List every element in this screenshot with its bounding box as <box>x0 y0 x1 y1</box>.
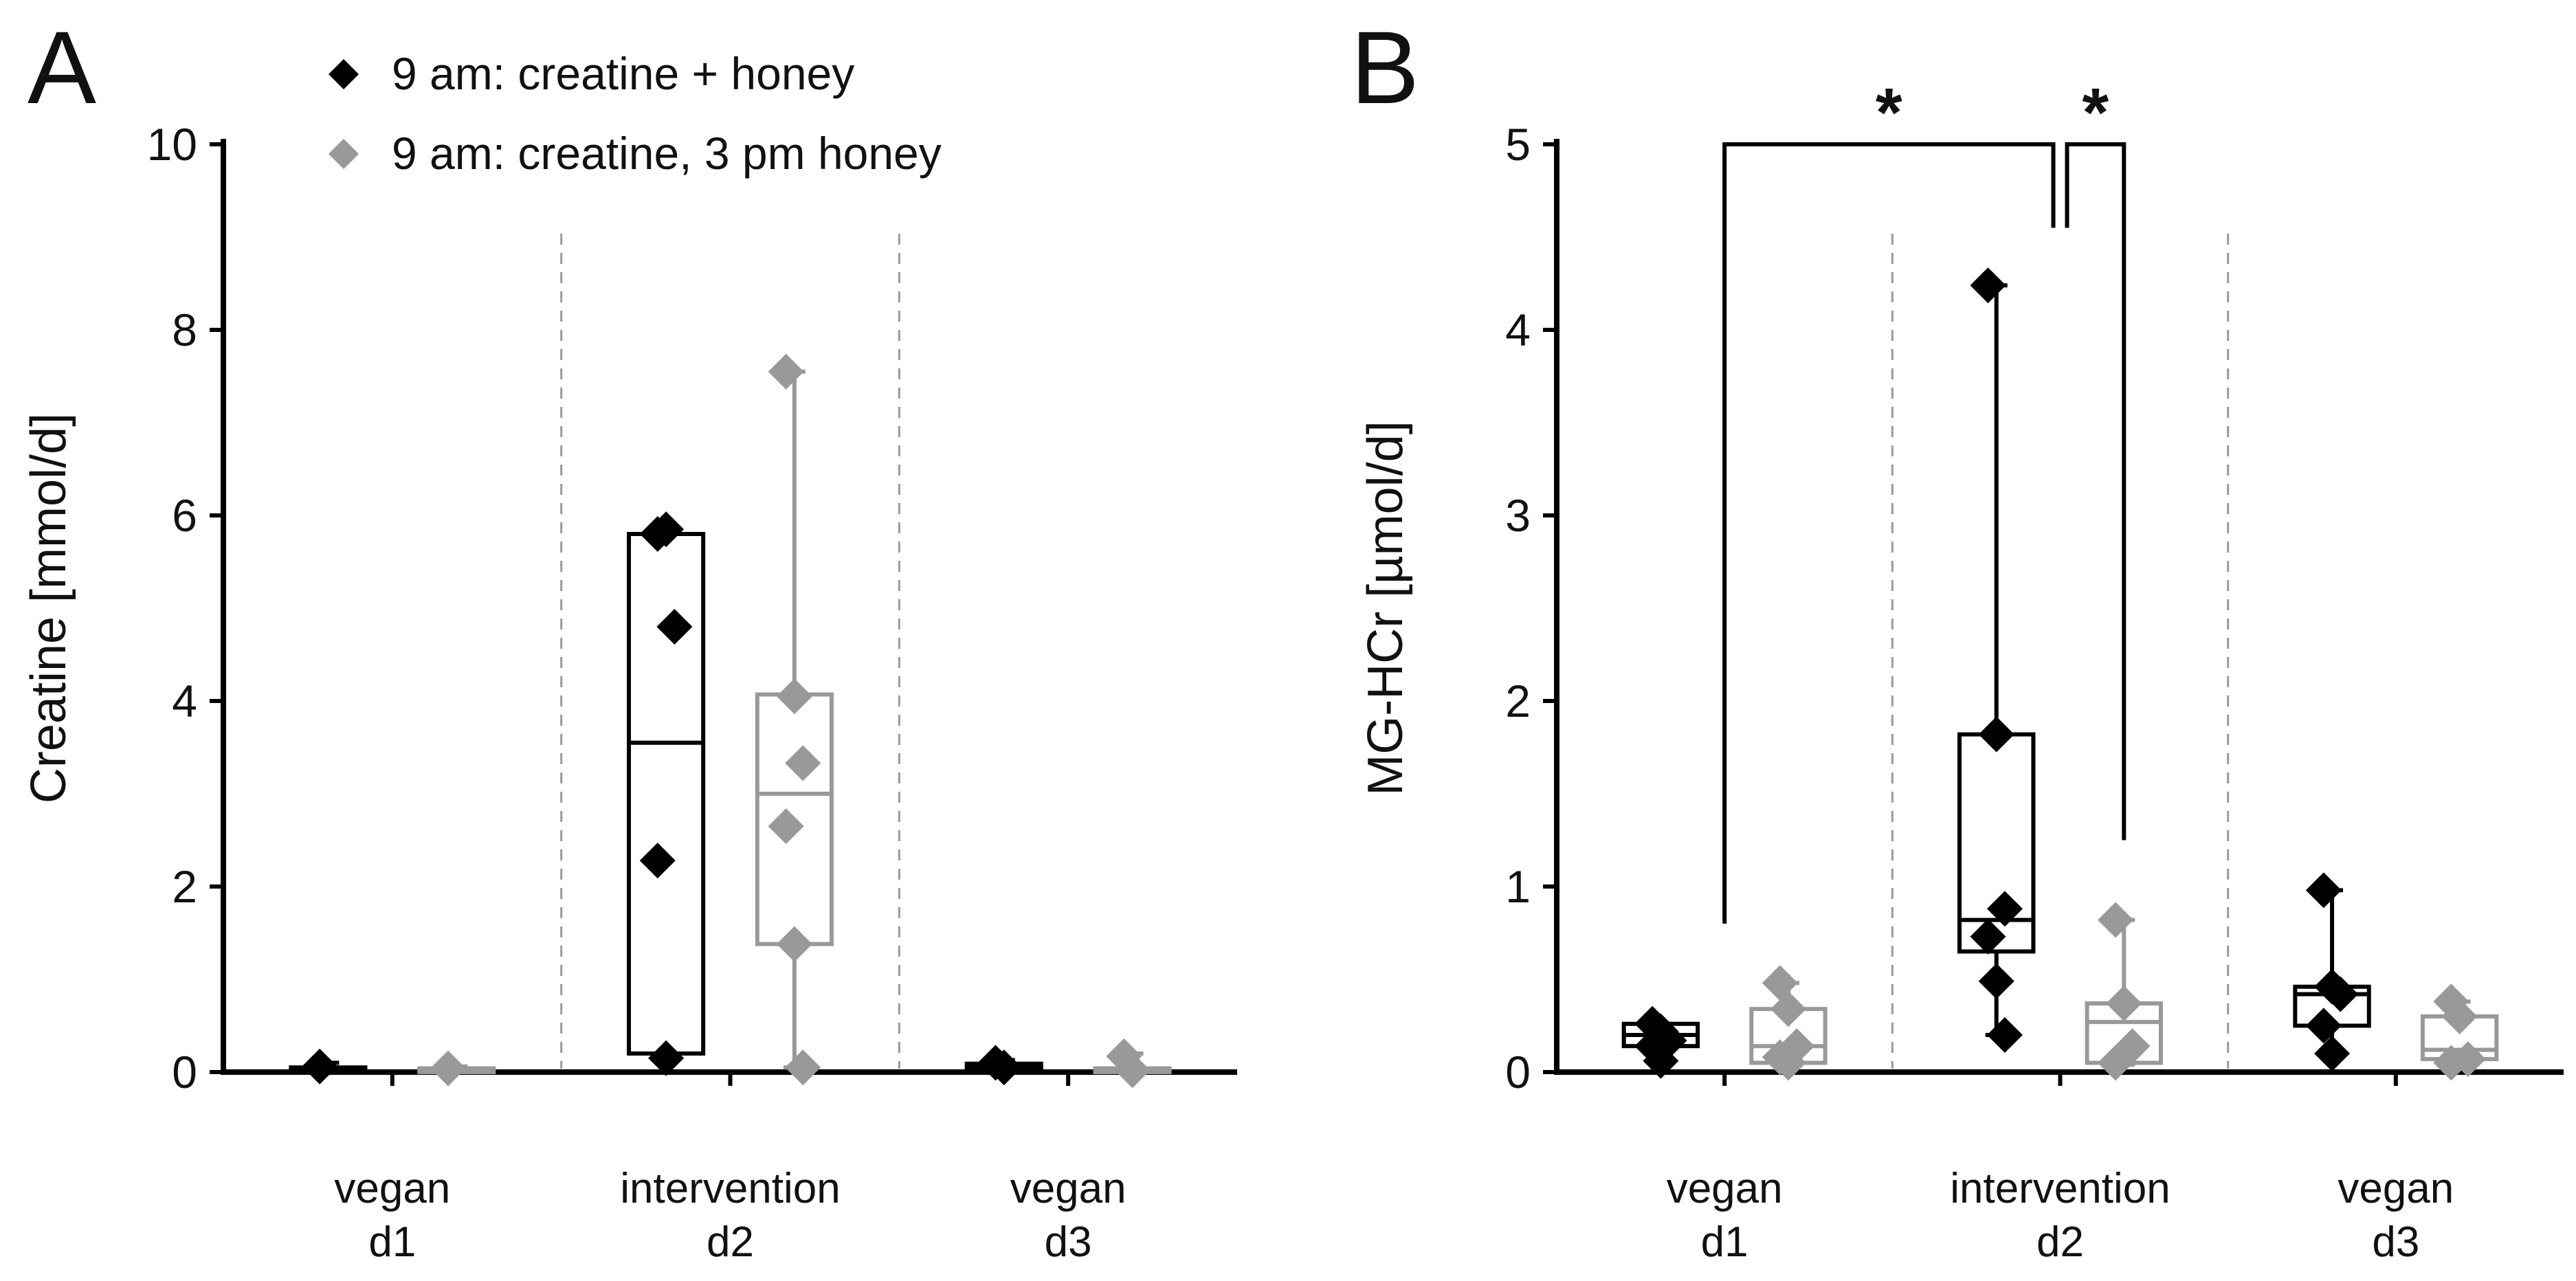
series-creatine-pm-honey-point <box>776 926 812 962</box>
series-creatine-honey-point <box>986 1049 1022 1086</box>
category-label-line1: vegan <box>2338 1165 2454 1212</box>
category-label-line2: d3 <box>2372 1218 2419 1266</box>
y-tick-label: 1 <box>1505 861 1531 912</box>
series-creatine-pm-honey-point <box>1114 1052 1151 1089</box>
category-label-line1: vegan <box>334 1165 450 1212</box>
series-creatine-honey-point <box>1978 963 2014 999</box>
legend-label-creatine-honey: 9 am: creatine + honey <box>392 48 854 99</box>
y-tick-label: 4 <box>172 676 197 726</box>
series-creatine-pm-honey-point <box>2433 1045 2469 1081</box>
series-creatine-honey-point <box>1970 918 2006 955</box>
series-creatine-pm-honey-point <box>768 808 804 845</box>
category-label-line1: vegan <box>1010 1165 1126 1212</box>
series-creatine-honey-point <box>648 511 685 548</box>
legend-marker-creatine-honey <box>329 59 359 89</box>
significance-star-d2-groups: * <box>2082 74 2109 151</box>
panel-letter: A <box>27 10 96 125</box>
series-creatine-honey-point <box>2322 976 2359 1012</box>
series-creatine-pm-honey-point <box>776 678 812 715</box>
series-creatine-pm-honey-point <box>2098 1045 2134 1081</box>
series-creatine-pm-honey-point <box>2441 999 2478 1034</box>
series-creatine-honey-point <box>1643 1043 1679 1079</box>
significance-bracket-d1-d2 <box>1722 142 2056 924</box>
legend-label-creatine-pm-honey: 9 am: creatine, 3 pm honey <box>392 128 942 179</box>
y-tick-label: 0 <box>1505 1047 1531 1098</box>
category-label-line2: d1 <box>1701 1218 1748 1266</box>
legend-marker-creatine-pm-honey <box>329 139 359 169</box>
series-creatine-pm-honey-point <box>1770 991 1806 1027</box>
category-label-line1: intervention <box>620 1165 841 1212</box>
series-creatine-pm-honey-point <box>785 745 821 781</box>
series-creatine-honey-point <box>1978 716 2014 753</box>
series-creatine-pm-honey-point <box>1770 1045 1806 1081</box>
series-creatine-pm-honey-point <box>768 353 804 390</box>
y-tick-label: 5 <box>1505 119 1531 170</box>
significance-star-d1-d2: * <box>1876 74 1902 151</box>
series-creatine-honey-box <box>627 532 706 1056</box>
series-creatine-honey-point <box>302 1048 338 1084</box>
series-creatine-honey-point <box>2314 1036 2351 1071</box>
category-label-line2: d2 <box>707 1218 754 1266</box>
y-tick-label: 0 <box>172 1047 197 1098</box>
series-creatine-pm-honey-point <box>2106 985 2142 1022</box>
series-creatine-honey-point <box>2305 872 2342 909</box>
legend: 9 am: creatine + honey 9 am: creatine, 3 … <box>329 48 942 179</box>
series-creatine-honey-point <box>656 609 693 645</box>
significance-bracket-d2-groups <box>2065 142 2127 840</box>
y-tick-label: 2 <box>172 861 197 912</box>
series-creatine-pm-honey-point <box>430 1050 466 1087</box>
series-creatine-honey-point <box>1986 891 2023 927</box>
series-creatine-pm-honey-point <box>2098 902 2134 938</box>
y-axis-title: Creatine [mmol/d] <box>21 413 76 803</box>
series-creatine-honey-point <box>2305 1007 2342 1044</box>
series-creatine-honey-point <box>639 843 676 879</box>
category-label-line2: d1 <box>368 1218 416 1266</box>
category-label-line2: d3 <box>1045 1218 1092 1266</box>
y-tick-label: 2 <box>1505 676 1531 726</box>
y-axis-title: MG-HCr [µmol/d] <box>1358 421 1413 795</box>
series-creatine-pm-honey-point <box>785 1049 821 1086</box>
y-tick-label: 3 <box>1505 490 1531 541</box>
category-label-line2: d2 <box>2036 1218 2084 1266</box>
category-label-line1: vegan <box>1667 1165 1783 1212</box>
y-tick-label: 4 <box>1505 304 1531 355</box>
y-tick-label: 8 <box>172 304 197 355</box>
panel-letter: B <box>1351 10 1419 125</box>
series-creatine-honey-point <box>648 1040 685 1076</box>
category-label-line1: intervention <box>1950 1165 2170 1212</box>
y-tick-label: 10 <box>147 119 197 170</box>
panel-a: A 0 2 4 6 8 10 Creatine [mmol/d] vegan d1 interven… <box>21 10 1237 1266</box>
panel-b: B 0 1 2 3 4 5 MG-HCr [µmol/d] vegan d1 interventio… <box>1351 10 2564 1266</box>
series-creatine-honey-point <box>1970 267 2006 304</box>
series-creatine-honey-point <box>1986 1017 2023 1053</box>
y-tick-label: 6 <box>172 490 197 541</box>
